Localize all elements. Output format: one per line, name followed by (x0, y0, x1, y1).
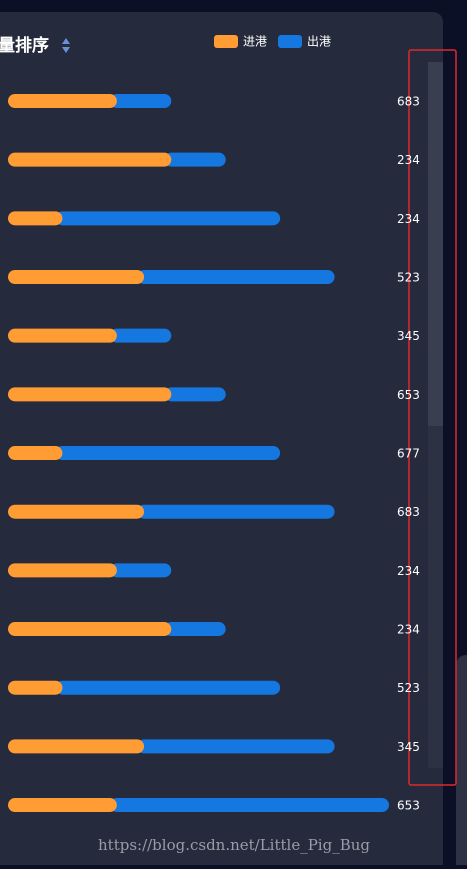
bar-segment (55, 211, 281, 226)
bar-label: 683 (397, 95, 420, 109)
bar-segment (164, 152, 226, 167)
bar-label: 523 (397, 681, 420, 695)
bar-segment (8, 563, 117, 578)
bar-label: 683 (397, 505, 420, 519)
bar-segment (8, 152, 172, 167)
bar-label: 677 (397, 447, 420, 461)
bar-label: 653 (397, 388, 420, 402)
bar-segment (109, 798, 389, 813)
scroll-thumb (428, 62, 443, 426)
legend-label: 出港 (307, 35, 331, 49)
bar-segment (109, 563, 172, 578)
bar-segment (8, 446, 63, 461)
chart-title: 量排序 (0, 35, 49, 56)
legend-swatch (278, 35, 302, 48)
bar-segment (55, 446, 281, 461)
bar-segment (8, 387, 172, 402)
bar-label: 345 (397, 329, 420, 343)
bar-segment (8, 504, 145, 519)
bar-label: 523 (397, 271, 420, 285)
bar-segment (8, 739, 145, 754)
bar-segment (109, 94, 172, 108)
sort-icon-down (62, 47, 70, 53)
bar-label: 234 (397, 564, 420, 578)
legend: 进港 出港 (214, 35, 331, 49)
bar-segment (109, 328, 172, 343)
highlight-box (408, 49, 457, 786)
bar-label: 234 (397, 212, 420, 226)
bar-segment (137, 504, 335, 519)
bar-label: 345 (397, 740, 420, 754)
bar-segment (8, 622, 172, 637)
bar-segment (164, 387, 226, 402)
panel (0, 12, 443, 869)
bar-segment (8, 680, 63, 695)
bar-segment (8, 328, 117, 343)
bar-segment (8, 270, 145, 285)
bar-segment (8, 94, 117, 108)
bar-label: 234 (397, 153, 420, 167)
sort-icon-up (62, 38, 70, 44)
legend-label: 进港 (243, 35, 267, 49)
bar-segment (137, 270, 335, 285)
watermark: https://blog.csdn.net/Little_Pig_Bug (98, 836, 370, 854)
side-panel (456, 655, 467, 869)
bar-segment (137, 739, 335, 754)
bar-segment (164, 622, 226, 637)
legend-swatch (214, 35, 238, 48)
bar-segment (8, 798, 117, 813)
bar-segment (8, 211, 63, 226)
bar-label: 653 (397, 799, 420, 813)
bar-segment (55, 680, 281, 695)
bar-label: 234 (397, 623, 420, 637)
